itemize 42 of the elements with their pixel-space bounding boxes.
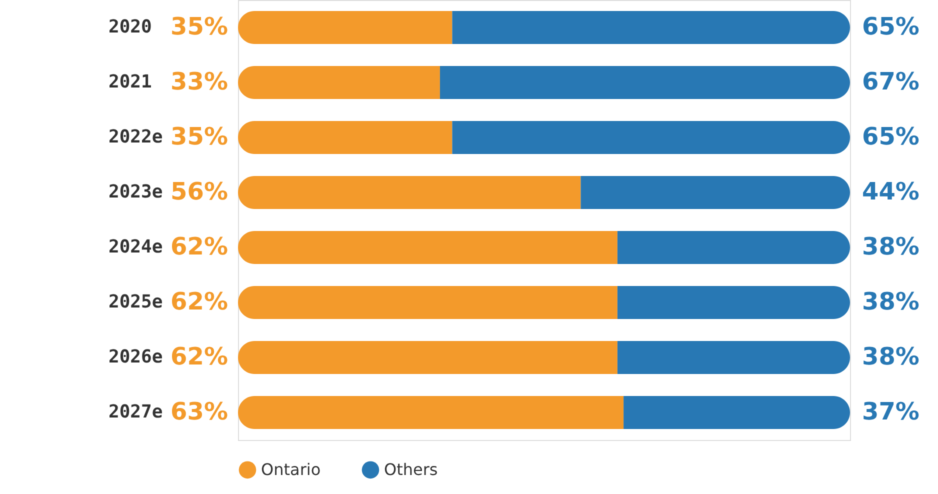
bar — [238, 11, 452, 44]
y-tick-label: 2025e — [108, 292, 163, 312]
data-label: 62% — [170, 232, 228, 260]
bar — [452, 121, 850, 154]
bar — [238, 66, 440, 99]
data-label: 62% — [170, 288, 228, 316]
bar — [452, 11, 850, 44]
bar — [238, 231, 618, 264]
data-label: 65% — [862, 122, 920, 150]
bar — [238, 286, 618, 319]
bar — [238, 396, 624, 429]
data-label: 33% — [170, 68, 228, 96]
data-label: 35% — [170, 122, 228, 150]
bar — [440, 66, 850, 99]
bar — [617, 341, 850, 374]
y-tick-label: 2022e — [108, 126, 163, 148]
data-label: 63% — [170, 398, 228, 426]
data-label: 44% — [862, 178, 920, 206]
y-tick-label: 2021 — [108, 72, 152, 92]
bar — [238, 121, 452, 154]
data-label: 37% — [862, 398, 920, 426]
legend-label: Ontario — [261, 460, 321, 479]
bar — [624, 396, 850, 429]
data-label: 35% — [170, 12, 228, 40]
y-tick-label: 2027e — [108, 402, 163, 422]
y-tick-label: 2023e — [108, 182, 163, 202]
y-tick-label: 2020 — [108, 16, 152, 38]
bar — [617, 231, 850, 264]
bar — [580, 176, 850, 209]
bar — [617, 286, 850, 319]
bar — [238, 341, 618, 374]
data-label: 38% — [862, 342, 920, 370]
data-label: 38% — [862, 288, 920, 316]
bar — [238, 176, 581, 209]
data-label: 62% — [170, 342, 228, 370]
legend-label: Others — [384, 460, 438, 479]
data-label: 56% — [170, 178, 228, 206]
y-tick-label: 2026e — [108, 346, 163, 368]
y-tick-label: 2024e — [108, 236, 163, 258]
data-label: 65% — [862, 12, 920, 40]
data-label: 38% — [862, 232, 920, 260]
data-label: 67% — [862, 68, 920, 96]
